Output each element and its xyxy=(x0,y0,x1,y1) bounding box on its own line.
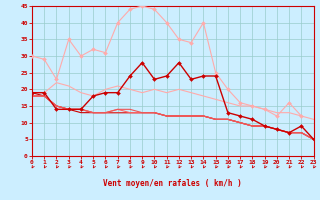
X-axis label: Vent moyen/en rafales ( km/h ): Vent moyen/en rafales ( km/h ) xyxy=(103,179,242,188)
